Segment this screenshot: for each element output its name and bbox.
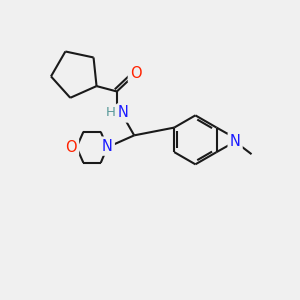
Text: N: N (230, 134, 241, 149)
Text: O: O (65, 140, 77, 155)
Text: H: H (105, 106, 115, 119)
Text: N: N (118, 106, 129, 121)
Text: N: N (102, 139, 113, 154)
Text: O: O (130, 66, 142, 81)
